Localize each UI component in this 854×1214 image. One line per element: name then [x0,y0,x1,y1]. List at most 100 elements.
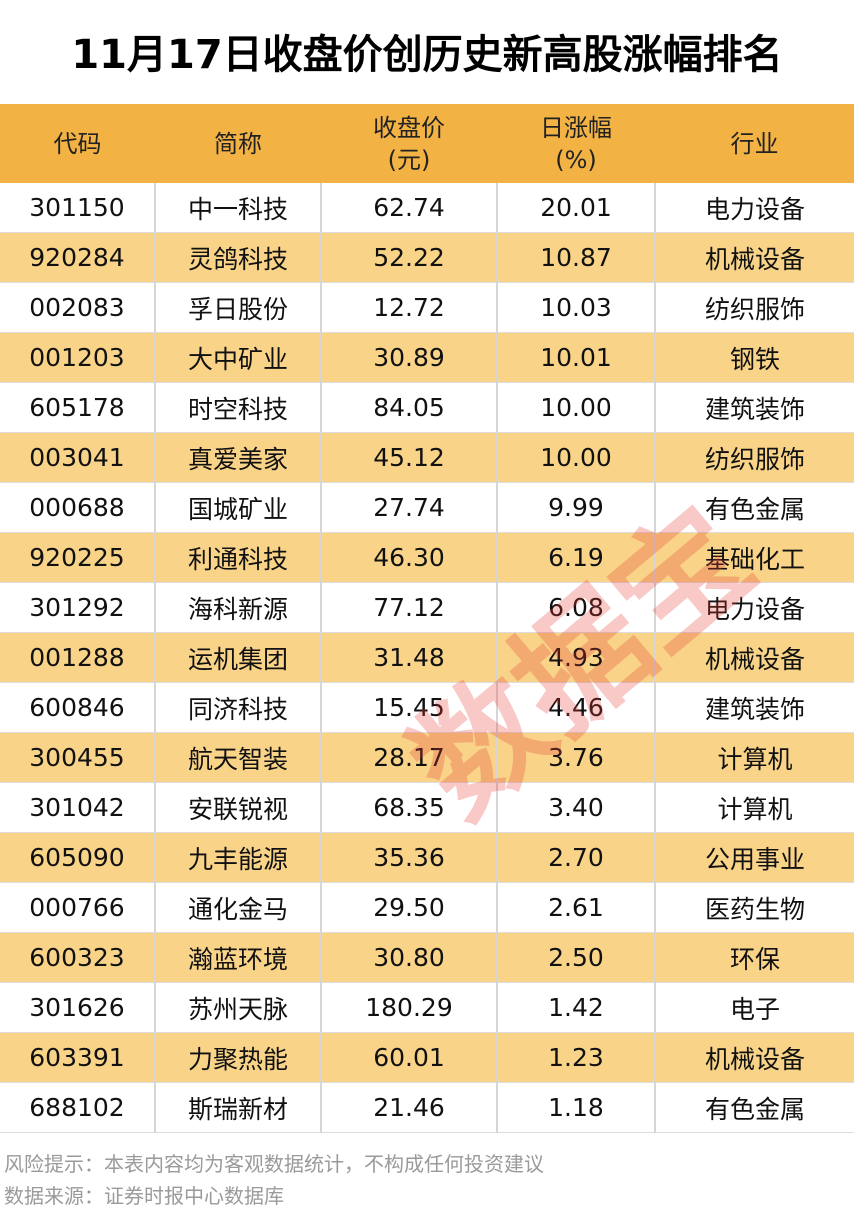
table-cell: 920225 [0,532,155,583]
table-cell: 000688 [0,482,155,533]
table-row: 301626 苏州天脉 180.29 1.42 电子 [0,982,854,1033]
table-row: 001288 运机集团 31.48 4.93 机械设备 [0,632,854,683]
table-row: 920225 利通科技 46.30 6.19 基础化工 [0,532,854,583]
table-cell: 纺织服饰 [654,282,854,333]
table-cell: 688102 [0,1082,155,1133]
page-title: 11月17日收盘价创历史新高股涨幅排名 [71,32,783,78]
table-row: 600323 瀚蓝环境 30.80 2.50 环保 [0,932,854,983]
table-row: 600846 同济科技 15.45 4.46 建筑装饰 [0,682,854,733]
column-header: 简称 [155,104,321,183]
table-row: 001203 大中矿业 30.89 10.01 钢铁 [0,332,854,383]
table-cell: 28.17 [320,732,497,783]
table-cell: 3.76 [496,732,655,783]
table-cell: 苏州天脉 [154,982,321,1033]
table-cell: 计算机 [654,732,854,783]
table-cell: 基础化工 [654,532,854,583]
table-cell: 15.45 [320,682,497,733]
table-row: 301292 海科新源 77.12 6.08 电力设备 [0,582,854,633]
table-cell: 21.46 [320,1082,497,1133]
table-cell: 国城矿业 [154,482,321,533]
table-cell: 安联锐视 [154,782,321,833]
table-cell: 真爱美家 [154,432,321,483]
table-cell: 30.80 [320,932,497,983]
stock-table: 代码 简称 收盘价 (元) 日涨幅 (%) 行业 301150 中一科技 62.74 20.0… [0,104,854,1133]
table-cell: 301042 [0,782,155,833]
table-row: 603391 力聚热能 60.01 1.23 机械设备 [0,1032,854,1083]
table-cell: 001203 [0,332,155,383]
table-cell: 灵鸽科技 [154,232,321,283]
table-cell: 建筑装饰 [654,682,854,733]
table-cell: 180.29 [320,982,497,1033]
table-cell: 通化金马 [154,882,321,933]
table-cell: 瀚蓝环境 [154,932,321,983]
table-cell: 9.99 [496,482,655,533]
table-cell: 同济科技 [154,682,321,733]
table-cell: 电子 [654,982,854,1033]
table-row: 920284 灵鸽科技 52.22 10.87 机械设备 [0,232,854,283]
table-cell: 电力设备 [654,582,854,633]
table-row: 002083 孚日股份 12.72 10.03 纺织服饰 [0,282,854,333]
table-cell: 1.18 [496,1082,655,1133]
table-cell: 35.36 [320,832,497,883]
table-cell: 斯瑞新材 [154,1082,321,1133]
table-cell: 计算机 [654,782,854,833]
table-cell: 利通科技 [154,532,321,583]
table-cell: 605090 [0,832,155,883]
table-cell: 2.70 [496,832,655,883]
table-cell: 10.00 [496,382,655,433]
table-cell: 机械设备 [654,232,854,283]
table-cell: 大中矿业 [154,332,321,383]
table-cell: 10.01 [496,332,655,383]
table-cell: 001288 [0,632,155,683]
table-cell: 77.12 [320,582,497,633]
table-cell: 1.42 [496,982,655,1033]
data-source: 数据来源：证券时报中心数据库 [4,1184,284,1208]
table-row: 605090 九丰能源 35.36 2.70 公用事业 [0,832,854,883]
table-row: 301042 安联锐视 68.35 3.40 计算机 [0,782,854,833]
table-cell: 003041 [0,432,155,483]
table-cell: 46.30 [320,532,497,583]
table-cell: 机械设备 [654,632,854,683]
table-cell: 10.87 [496,232,655,283]
table-row: 000766 通化金马 29.50 2.61 医药生物 [0,882,854,933]
table-cell: 力聚热能 [154,1032,321,1083]
table-cell: 60.01 [320,1032,497,1083]
table-row: 688102 斯瑞新材 21.46 1.18 有色金属 [0,1082,854,1133]
table-cell: 机械设备 [654,1032,854,1083]
column-header: 收盘价 (元) [321,104,497,183]
table-cell: 920284 [0,232,155,283]
table-cell: 600323 [0,932,155,983]
table-cell: 九丰能源 [154,832,321,883]
table-row: 605178 时空科技 84.05 10.00 建筑装饰 [0,382,854,433]
table-row: 301150 中一科技 62.74 20.01 电力设备 [0,183,854,233]
table-cell: 45.12 [320,432,497,483]
table-cell: 6.08 [496,582,655,633]
table-cell: 建筑装饰 [654,382,854,433]
table-cell: 公用事业 [654,832,854,883]
table-cell: 68.35 [320,782,497,833]
table-cell: 运机集团 [154,632,321,683]
table-cell: 2.61 [496,882,655,933]
table-cell: 12.72 [320,282,497,333]
table-cell: 605178 [0,382,155,433]
table-cell: 52.22 [320,232,497,283]
table-cell: 30.89 [320,332,497,383]
table-cell: 航天智装 [154,732,321,783]
column-header: 日涨幅 (%) [497,104,655,183]
table-cell: 时空科技 [154,382,321,433]
table-cell: 301292 [0,582,155,633]
table-cell: 1.23 [496,1032,655,1083]
table-row: 000688 国城矿业 27.74 9.99 有色金属 [0,482,854,533]
table-cell: 电力设备 [654,183,854,233]
table-cell: 3.40 [496,782,655,833]
table-cell: 海科新源 [154,582,321,633]
table-row: 003041 真爱美家 45.12 10.00 纺织服饰 [0,432,854,483]
table-cell: 31.48 [320,632,497,683]
table-cell: 10.03 [496,282,655,333]
table-cell: 002083 [0,282,155,333]
table-cell: 4.93 [496,632,655,683]
table-cell: 000766 [0,882,155,933]
table-cell: 环保 [654,932,854,983]
column-header: 行业 [655,104,854,183]
table-cell: 600846 [0,682,155,733]
